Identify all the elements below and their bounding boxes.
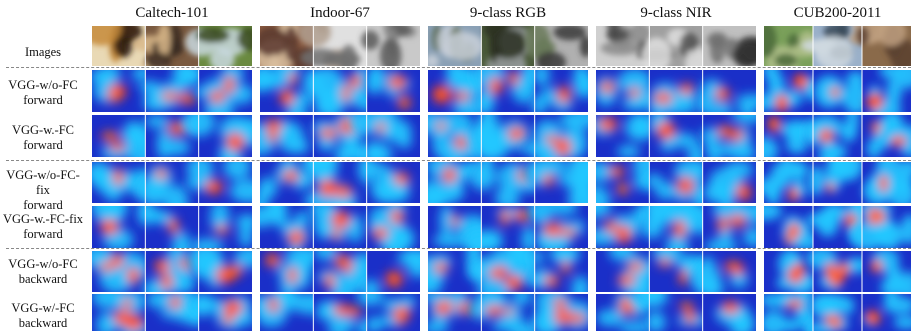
- attention-heatmap-strip: [428, 294, 588, 331]
- group-separator: [6, 67, 911, 68]
- group-separator: [6, 160, 911, 161]
- attention-heatmap-strip: [764, 115, 911, 157]
- attention-heatmap-strip: [596, 206, 756, 248]
- sample-image-strip: [428, 26, 588, 66]
- attention-heatmap-strip: [92, 251, 252, 292]
- attention-heatmap-strip: [596, 294, 756, 331]
- row-label-6: VGG-w/-FC backward: [0, 301, 86, 331]
- attention-heatmap-strip: [764, 206, 911, 248]
- attention-heatmap-strip: [92, 294, 252, 331]
- attention-heatmap-strip: [764, 294, 911, 331]
- row-label-line1: VGG-w/-FC: [0, 301, 86, 316]
- attention-heatmap-strip: [92, 162, 252, 203]
- row-label-2: VGG-w.-FC forward: [0, 123, 86, 153]
- row-label-1: VGG-w/o-FC forward: [0, 78, 86, 108]
- row-label-line1: VGG-w.-FC: [0, 123, 86, 138]
- sample-image-strip: [596, 26, 756, 66]
- row-label-line2: forward: [0, 227, 86, 242]
- attention-heatmap-strip: [596, 162, 756, 203]
- row-label-line2: backward: [0, 272, 86, 287]
- attention-heatmap-strip: [260, 162, 420, 203]
- row-label-line1: VGG-w/o-FC: [0, 78, 86, 93]
- row-label-line2: forward: [0, 198, 86, 213]
- attention-heatmap-strip: [596, 251, 756, 292]
- attention-heatmap-strip: [428, 162, 588, 203]
- attention-heatmap-strip: [260, 251, 420, 292]
- attention-heatmap-strip: [764, 251, 911, 292]
- attention-heatmap-strip: [764, 70, 911, 112]
- sample-image-strip: [92, 26, 252, 66]
- attention-heatmap-strip: [92, 206, 252, 248]
- column-title-cub: CUB200-2011: [764, 2, 911, 24]
- row-label-5: VGG-w/o-FC backward: [0, 257, 86, 287]
- row-label-line2: forward: [0, 93, 86, 108]
- sample-image-strip: [764, 26, 911, 66]
- attention-heatmap-strip: [428, 206, 588, 248]
- attention-heatmap-strip: [764, 162, 911, 203]
- attention-heatmap-strip: [428, 115, 588, 157]
- attention-heatmap-strip: [260, 115, 420, 157]
- column-title-caltech: Caltech-101: [92, 2, 252, 24]
- attention-heatmap-strip: [596, 115, 756, 157]
- row-label-line2: backward: [0, 316, 86, 331]
- row-label-4: VGG-w.-FC-fix forward: [0, 212, 86, 242]
- attention-heatmap-strip: [260, 206, 420, 248]
- row-label-line1: VGG-w/o-FC-fix: [0, 168, 86, 198]
- attention-heatmap-strip: [428, 70, 588, 112]
- attention-heatmap-strip: [428, 251, 588, 292]
- attention-heatmap-strip: [92, 70, 252, 112]
- attention-heatmap-strip: [260, 70, 420, 112]
- row-label-line1: VGG-w.-FC-fix: [0, 212, 86, 227]
- column-title-nir: 9-class NIR: [596, 2, 756, 24]
- attention-heatmap-strip: [92, 115, 252, 157]
- column-title-rgb: 9-class RGB: [428, 2, 588, 24]
- row-label-images: Images: [0, 45, 86, 60]
- row-label-line1: Images: [0, 45, 86, 60]
- column-title-indoor: Indoor-67: [260, 2, 420, 24]
- attention-heatmap-strip: [596, 70, 756, 112]
- attention-heatmap-strip: [260, 294, 420, 331]
- sample-image-strip: [260, 26, 420, 66]
- group-separator: [6, 248, 911, 249]
- row-label-line1: VGG-w/o-FC: [0, 257, 86, 272]
- row-label-line2: forward: [0, 138, 86, 153]
- row-label-3: VGG-w/o-FC-fix forward: [0, 168, 86, 213]
